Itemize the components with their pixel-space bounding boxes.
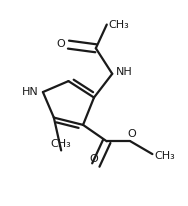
Text: CH₃: CH₃ bbox=[109, 20, 129, 30]
Text: O: O bbox=[90, 154, 98, 164]
Text: NH: NH bbox=[116, 67, 133, 77]
Text: O: O bbox=[56, 39, 65, 49]
Text: HN: HN bbox=[22, 87, 38, 97]
Text: O: O bbox=[127, 129, 136, 139]
Text: CH₃: CH₃ bbox=[51, 139, 72, 149]
Text: CH₃: CH₃ bbox=[154, 151, 175, 161]
